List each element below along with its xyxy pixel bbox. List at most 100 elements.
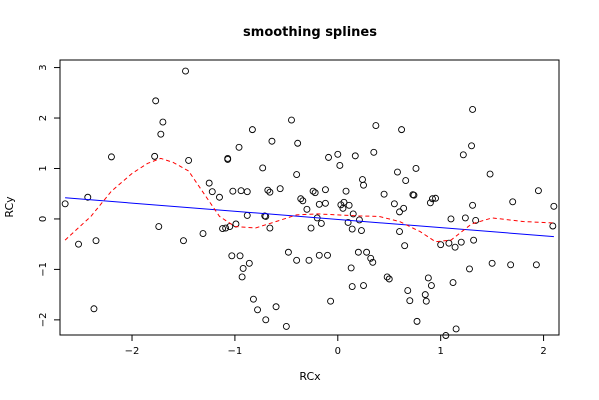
data-point xyxy=(390,200,398,208)
data-point xyxy=(447,215,455,223)
x-tick-label: 0 xyxy=(335,346,341,357)
data-point xyxy=(348,283,356,291)
data-point xyxy=(238,273,246,281)
data-point xyxy=(424,274,432,282)
y-tick-label: 0 xyxy=(38,216,49,222)
data-point xyxy=(428,195,436,203)
data-point xyxy=(426,199,434,207)
data-point xyxy=(159,118,167,126)
data-point xyxy=(229,187,237,195)
data-point xyxy=(293,171,301,178)
data-point xyxy=(284,248,292,256)
data-point xyxy=(372,122,380,130)
data-point xyxy=(452,325,460,333)
data-point xyxy=(470,236,478,244)
data-point xyxy=(276,185,284,193)
data-point xyxy=(451,243,459,251)
data-point xyxy=(488,259,496,267)
data-point xyxy=(90,305,98,313)
data-point xyxy=(422,297,430,305)
y-tick-label: 3 xyxy=(38,64,49,70)
data-point xyxy=(237,187,245,195)
data-point xyxy=(307,224,315,232)
data-point xyxy=(266,224,274,232)
data-point xyxy=(254,306,261,314)
data-point xyxy=(219,225,227,232)
data-point xyxy=(401,242,409,250)
y-tick-label: 1 xyxy=(38,165,49,171)
data-point xyxy=(396,228,403,236)
y-tick-label: −1 xyxy=(38,262,49,277)
data-point xyxy=(468,142,475,150)
data-point xyxy=(413,317,421,325)
data-point xyxy=(345,201,353,209)
data-point xyxy=(549,222,557,230)
data-point xyxy=(303,205,311,213)
data-point xyxy=(299,197,307,205)
data-point xyxy=(340,198,348,206)
data-point xyxy=(406,297,414,305)
smoothing-spline-line xyxy=(64,157,554,243)
data-point xyxy=(155,223,163,230)
y-tick-label: 2 xyxy=(38,115,49,121)
data-point xyxy=(550,202,558,210)
data-point xyxy=(532,261,540,269)
data-point xyxy=(151,152,159,160)
data-point xyxy=(339,204,347,212)
data-point xyxy=(363,248,371,256)
data-point xyxy=(205,179,213,187)
data-point xyxy=(509,198,517,206)
chart-title: smoothing splines xyxy=(243,25,377,40)
data-point xyxy=(259,164,267,172)
data-point xyxy=(360,282,367,290)
data-point xyxy=(466,265,473,273)
data-point xyxy=(315,251,323,259)
data-point xyxy=(321,199,329,207)
data-point xyxy=(185,156,193,164)
data-point xyxy=(396,208,403,216)
data-point xyxy=(486,170,494,178)
linear-fit-line xyxy=(65,197,554,238)
data-point xyxy=(449,279,457,286)
data-point xyxy=(107,153,115,161)
x-axis-label: RCx xyxy=(299,370,321,383)
data-point xyxy=(358,227,365,235)
data-point xyxy=(262,316,270,324)
x-tick-label: −2 xyxy=(125,346,140,357)
data-point xyxy=(327,297,335,305)
x-axis: −2 −1 0 1 2 xyxy=(125,334,547,357)
data-point xyxy=(461,214,469,222)
data-point xyxy=(266,188,274,196)
data-point xyxy=(268,137,276,145)
data-point xyxy=(243,211,251,219)
y-axis-label: RCy xyxy=(3,196,16,218)
data-point xyxy=(182,67,189,75)
y-tick-label: −2 xyxy=(38,312,49,327)
data-point xyxy=(222,224,230,232)
data-point xyxy=(400,204,408,212)
data-point xyxy=(534,187,542,195)
x-tick-label: 1 xyxy=(437,346,443,357)
data-point xyxy=(349,210,357,218)
fit-lines xyxy=(64,157,554,243)
data-points xyxy=(61,67,558,339)
data-point xyxy=(398,126,406,134)
plot-frame xyxy=(59,59,560,336)
data-point xyxy=(359,176,366,184)
data-point xyxy=(394,168,401,176)
data-point xyxy=(224,154,232,162)
data-point xyxy=(472,217,480,224)
data-point xyxy=(294,139,302,147)
data-point xyxy=(369,258,377,266)
data-point xyxy=(427,282,435,290)
data-point xyxy=(432,194,439,202)
data-point xyxy=(311,189,319,197)
data-point xyxy=(325,153,332,161)
data-point xyxy=(315,200,323,208)
data-point xyxy=(383,273,391,281)
data-point xyxy=(293,256,301,264)
data-point xyxy=(236,252,244,260)
data-point xyxy=(75,240,82,248)
data-point xyxy=(336,162,344,169)
